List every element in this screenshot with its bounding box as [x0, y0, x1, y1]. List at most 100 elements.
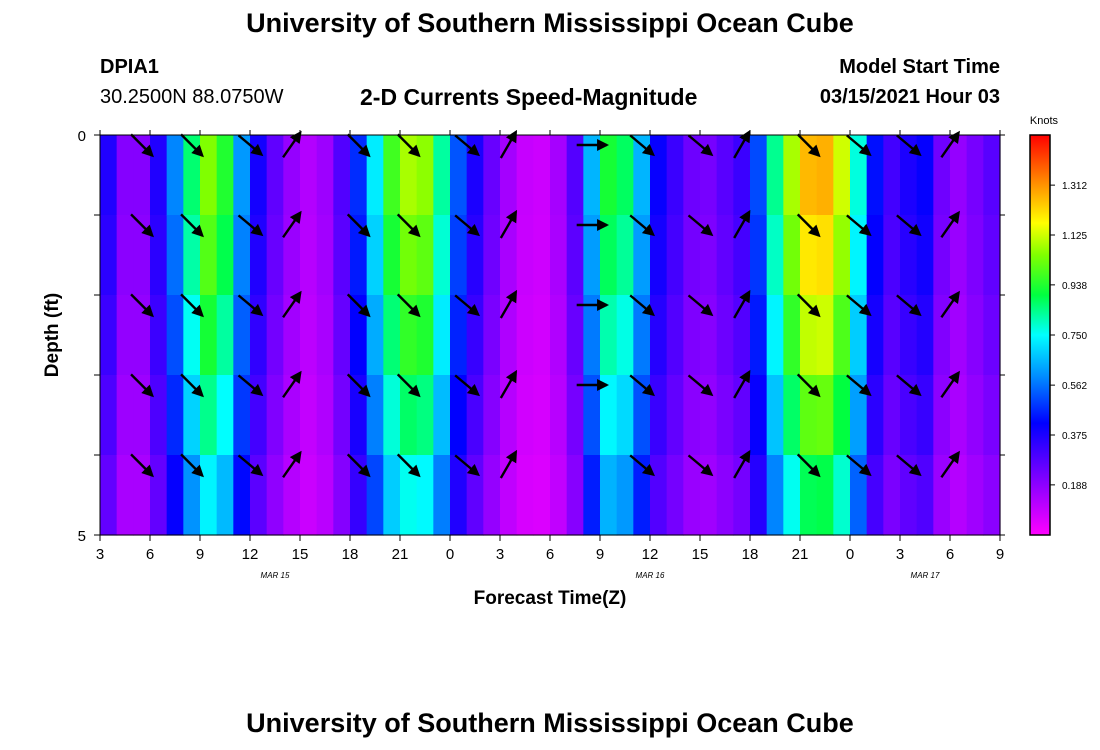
- current-vector-arrow: [282, 290, 302, 318]
- current-vector-arrow: [796, 133, 821, 158]
- heatmap-cell: [416, 455, 434, 536]
- heatmap-cell: [350, 215, 368, 296]
- heatmap-cell: [400, 135, 418, 216]
- heatmap-cell: [650, 135, 668, 216]
- heatmap-cell: [900, 295, 918, 376]
- heatmap-cell: [833, 455, 851, 536]
- heatmap-cell: [716, 375, 734, 456]
- x-tick-label: 9: [996, 546, 1004, 563]
- heatmap-cell: [566, 215, 584, 296]
- heatmap-cell: [483, 455, 501, 536]
- heatmap-cell: [316, 295, 334, 376]
- heatmap-cell: [316, 375, 334, 456]
- heatmap-cell: [300, 215, 318, 296]
- heatmap-cell: [366, 375, 384, 456]
- heatmap-cell: [100, 455, 118, 536]
- heatmap-cell: [683, 375, 701, 456]
- heatmap-cell: [800, 455, 818, 536]
- current-vector-arrow: [282, 370, 302, 398]
- heatmap-cell: [433, 135, 451, 216]
- current-vector-arrow: [130, 373, 154, 398]
- heatmap-cell: [783, 455, 801, 536]
- heatmap-cell: [766, 455, 784, 536]
- heatmap-cell: [983, 135, 1001, 216]
- heatmap-cell: [450, 215, 468, 296]
- current-vector-arrow: [896, 374, 922, 397]
- model-start-label: Model Start Time: [839, 56, 1000, 78]
- heatmap-cell: [316, 455, 334, 536]
- heatmap-cell: [216, 455, 234, 536]
- heatmap-cell: [166, 295, 184, 376]
- heatmap-cell: [516, 215, 534, 296]
- heatmap-cell: [733, 295, 751, 376]
- colorbar: [1029, 134, 1051, 536]
- heatmap-cell: [683, 215, 701, 296]
- current-vector-arrow: [499, 209, 518, 239]
- colorbar-tick-label: 0.188: [1062, 481, 1087, 492]
- heatmap-cell: [833, 295, 851, 376]
- heatmap-cell: [616, 215, 634, 296]
- heatmap-cell: [866, 135, 884, 216]
- heatmap-cell: [916, 375, 934, 456]
- heatmap-cell: [333, 375, 351, 456]
- heatmap-cell: [383, 295, 401, 376]
- heatmap-cell: [400, 295, 418, 376]
- heatmap-cell: [266, 375, 284, 456]
- current-vector-arrow: [454, 214, 480, 237]
- heatmap-cell: [450, 375, 468, 456]
- heatmap-cell: [550, 295, 568, 376]
- x-axis-label: Forecast Time(Z): [474, 588, 627, 609]
- heatmap-cell: [533, 455, 551, 536]
- heatmap-cell: [933, 215, 951, 296]
- heatmap-cell: [333, 135, 351, 216]
- heatmap-cell: [800, 295, 818, 376]
- heatmap-cell: [200, 135, 218, 216]
- heatmap-cell: [966, 375, 984, 456]
- heatmap-cell: [933, 455, 951, 536]
- y-tick-label: 0: [78, 128, 86, 145]
- heatmap-cell: [233, 455, 251, 536]
- current-vector-arrow: [180, 373, 204, 398]
- x-tick-label: 21: [792, 546, 809, 563]
- current-vector-arrow: [846, 294, 872, 317]
- colorbar-ticks: 1.312 1.125 0.938 0.750 0.562 0.375 0.188: [1050, 181, 1087, 492]
- current-vector-arrow: [237, 214, 264, 237]
- current-vector-arrow: [796, 373, 821, 398]
- heatmap-cell: [600, 455, 618, 536]
- heatmap-cell: [216, 135, 234, 216]
- heatmap-cell: [850, 135, 868, 216]
- current-vector-arrow: [130, 293, 154, 318]
- current-vector-arrow: [733, 369, 751, 399]
- heatmap-cell: [650, 455, 668, 536]
- heatmap-cell: [233, 375, 251, 456]
- heatmap-cell: [166, 455, 184, 536]
- heatmap-cell: [950, 295, 968, 376]
- current-vector-arrow: [687, 374, 714, 397]
- heatmap-cell: [950, 135, 968, 216]
- current-vector-arrow: [846, 214, 872, 237]
- heatmap-cell: [900, 215, 918, 296]
- heatmap-cell: [983, 215, 1001, 296]
- heatmap-cell: [600, 135, 618, 216]
- heatmap-cell: [850, 375, 868, 456]
- current-vector-arrow: [282, 130, 302, 158]
- current-vector-arrow: [237, 374, 264, 397]
- heatmap-cell: [200, 455, 218, 536]
- heatmap-cell: [516, 375, 534, 456]
- current-vector-arrow: [940, 450, 960, 478]
- heatmap-cell: [316, 215, 334, 296]
- heatmap-cell: [800, 375, 818, 456]
- heatmap-cell: [533, 215, 551, 296]
- heatmap-cell: [100, 215, 118, 296]
- heatmap-cell: [283, 375, 301, 456]
- heatmap-cell: [516, 135, 534, 216]
- heatmap-cell: [916, 455, 934, 536]
- date-label: MAR 15: [261, 571, 290, 580]
- heatmap-cell: [833, 375, 851, 456]
- x-tick-label: 12: [242, 546, 259, 563]
- heatmap-cell: [866, 215, 884, 296]
- current-vector-arrow: [733, 209, 751, 239]
- x-tick-label: 3: [896, 546, 904, 563]
- heatmap-cell: [450, 455, 468, 536]
- current-vector-arrow: [454, 454, 480, 477]
